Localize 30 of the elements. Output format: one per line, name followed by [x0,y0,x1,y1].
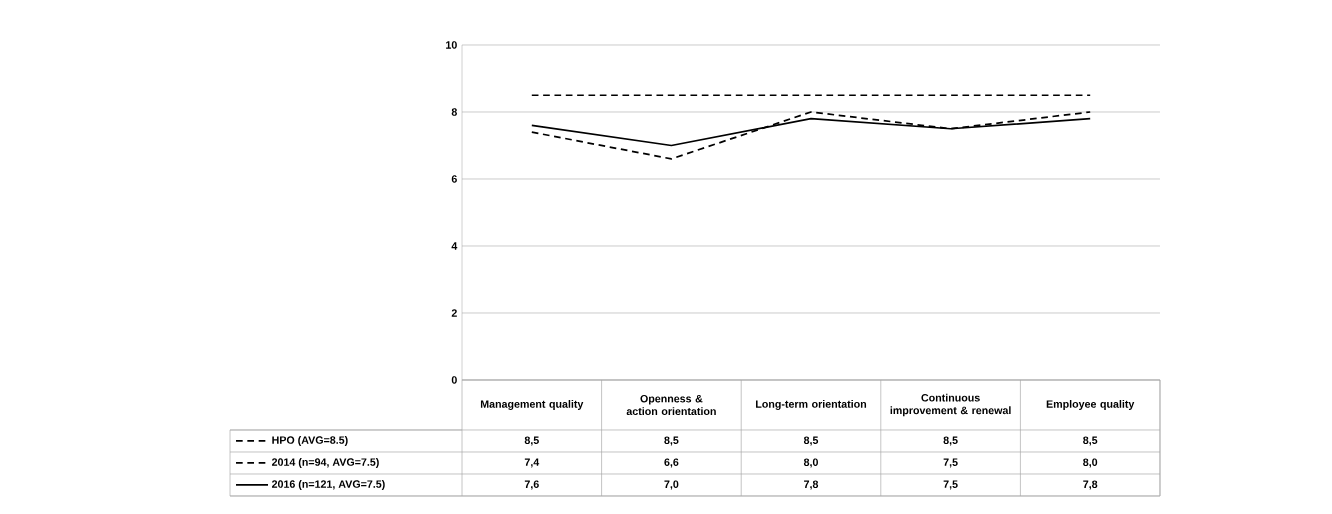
data-label: 7,8 [804,480,819,490]
data-label: 7,5 [943,480,958,490]
data-label: 7,5 [943,458,958,468]
data-label: 8,0 [803,458,818,468]
data-label: 8,5 [524,436,539,446]
data-label: 8,5 [1083,436,1098,446]
x-tick-label: Management quality [480,399,584,410]
y-tick-label: 6 [451,175,457,183]
data-label: 7,4 [524,458,540,468]
y-tick-label: 0 [451,376,457,384]
data-label: 8,0 [1083,458,1098,468]
x-tick-label: Employee quality [1046,400,1135,410]
legend-label: HPO (AVG=8.5) [272,436,348,446]
line-series [530,111,1092,160]
data-label: 8,5 [943,436,958,446]
data-label: 7,8 [1083,480,1098,490]
legend-label: 2016 (n=121, AVG=7.5) [271,480,385,490]
legend-label: 2014 (n=94, AVG=7.5) [271,458,379,468]
y-tick-label: 4 [451,242,458,250]
data-label: 6,6 [664,458,679,468]
data-label: 8,5 [803,436,819,446]
data-label: 8,5 [664,436,679,446]
x-tick-label: Continuous improvement & renewal [890,393,1011,417]
data-label: 7,6 [524,480,539,490]
data-label: 7,0 [664,480,679,490]
x-tick-label: Openness & action orientation [626,394,716,416]
y-tick-label: 10 [446,41,457,49]
y-tick-label: 8 [451,108,457,116]
x-tick-label: Long-term orientation [756,399,867,410]
y-tick-label: 2 [451,309,457,317]
